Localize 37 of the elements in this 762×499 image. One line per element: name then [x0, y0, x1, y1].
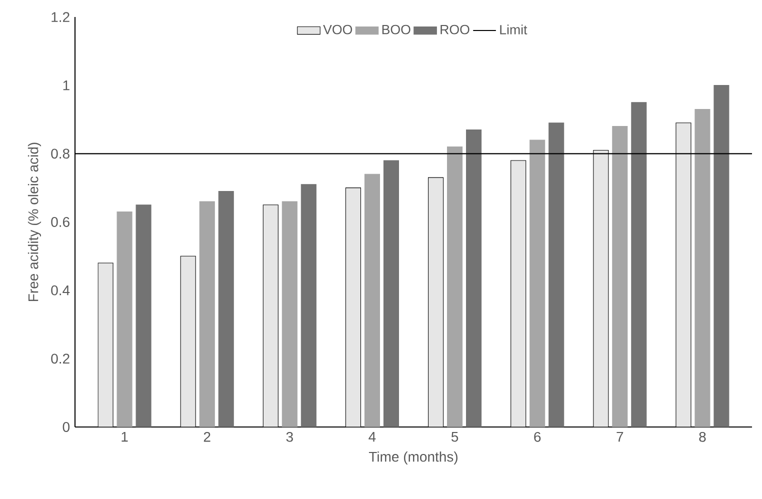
- x-axis-title: Time (months): [368, 451, 458, 464]
- y-tick-label: 1.2: [52, 12, 70, 22]
- legend-label: ROO: [440, 24, 470, 34]
- bar: [447, 146, 463, 427]
- y-tick-label: 0.6: [51, 217, 70, 227]
- y-tick-label: 0.8: [51, 148, 70, 159]
- y-tick-label: 1: [63, 80, 70, 90]
- bar: [383, 160, 399, 427]
- bar: [714, 85, 730, 427]
- bar: [530, 140, 546, 427]
- bar: [300, 184, 316, 427]
- bar: [116, 211, 132, 427]
- bar: [364, 174, 380, 427]
- y-tick-label: 0: [62, 422, 70, 432]
- y-tick-label: 0.2: [51, 354, 70, 364]
- x-tick-label: 1: [122, 432, 128, 442]
- bar: [548, 122, 564, 427]
- x-tick-label: 5: [451, 432, 458, 442]
- legend-label: Limit: [500, 24, 528, 34]
- bar: [694, 108, 710, 427]
- bar: [282, 201, 298, 427]
- x-tick-label: 6: [534, 432, 541, 442]
- bar: [136, 204, 152, 427]
- x-tick-label: 3: [286, 432, 293, 442]
- bar: [466, 129, 482, 427]
- x-tick-label: 2: [204, 432, 210, 442]
- legend-label: VOO: [323, 24, 352, 34]
- x-tick-label: 4: [368, 432, 376, 442]
- x-tick-label: 7: [616, 432, 624, 442]
- bar: [218, 190, 234, 427]
- bar: [612, 126, 628, 427]
- y-axis-title: Free acidity (% oleic acid): [28, 142, 42, 301]
- bar: [631, 102, 647, 427]
- legend-label: BOO: [382, 24, 410, 34]
- y-tick-label: 0.4: [51, 285, 70, 296]
- bar: [199, 201, 215, 427]
- x-tick-label: 8: [699, 432, 706, 442]
